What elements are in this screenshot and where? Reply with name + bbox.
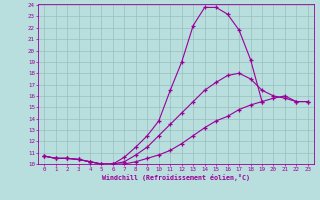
X-axis label: Windchill (Refroidissement éolien,°C): Windchill (Refroidissement éolien,°C) xyxy=(102,174,250,181)
